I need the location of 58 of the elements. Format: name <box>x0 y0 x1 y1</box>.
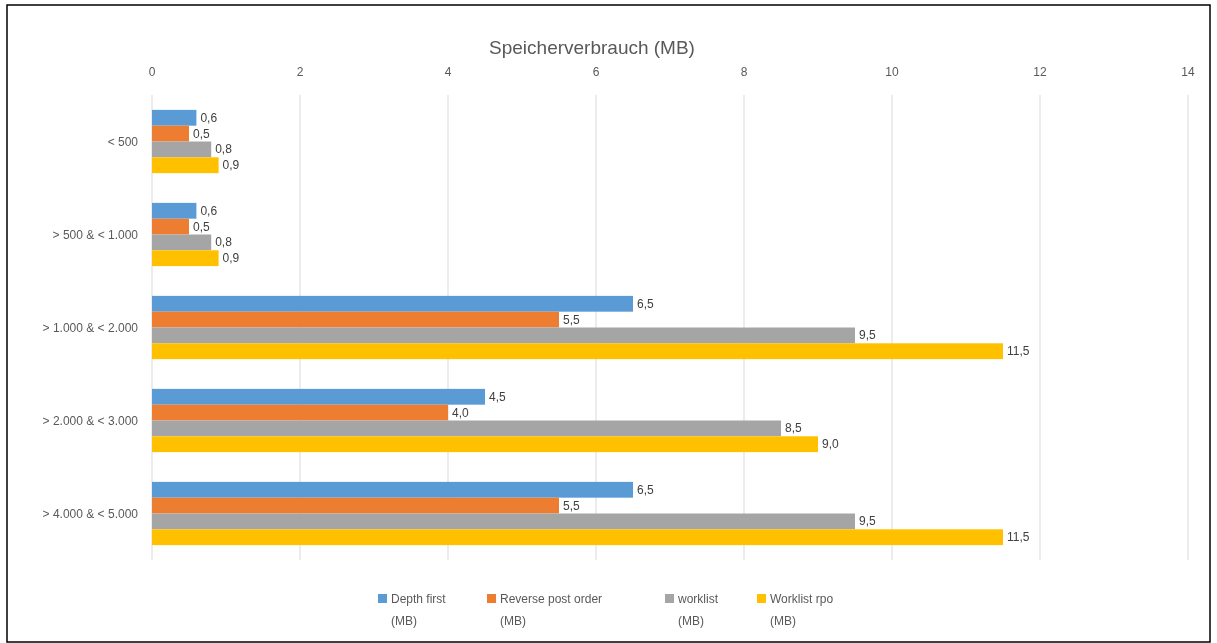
x-tick-label: 6 <box>592 65 600 79</box>
data-label: 0,8 <box>215 235 233 250</box>
x-tick-label: 10 <box>885 65 899 79</box>
data-label: 6,5 <box>637 296 655 311</box>
bar <box>152 404 448 421</box>
data-label: 0,9 <box>222 158 240 173</box>
data-label: 9,0 <box>822 437 840 452</box>
data-label: 0,5 <box>193 126 211 141</box>
legend-label: Depth first (MB) <box>391 592 447 628</box>
chart-title: Speicherverbrauch (MB) <box>489 37 695 58</box>
data-label: 5,5 <box>563 498 581 513</box>
x-tick-label: 8 <box>740 65 748 79</box>
bar <box>152 157 219 174</box>
x-tick-label: 2 <box>296 65 304 79</box>
y-tick-label: > 4.000 & < 5.000 <box>42 506 139 521</box>
legend-label: Worklist rpo (MB) <box>770 592 834 628</box>
y-tick-label: > 2.000 & < 3.000 <box>42 413 139 428</box>
bar <box>152 295 633 312</box>
bar <box>152 388 485 405</box>
data-label: 0,9 <box>222 251 240 266</box>
bar <box>152 529 1003 546</box>
data-label: 11,5 <box>1007 344 1030 359</box>
legend-label: Reverse post order (MB) <box>500 592 603 628</box>
bar <box>152 436 818 453</box>
data-label: 6,5 <box>637 482 655 497</box>
data-label: 4,0 <box>452 405 470 420</box>
bar <box>152 327 855 344</box>
x-tick-label: 12 <box>1033 65 1047 79</box>
bar <box>152 125 189 142</box>
bar <box>152 311 559 328</box>
data-label: 0,5 <box>193 219 211 234</box>
y-tick-label: > 500 & < 1.000 <box>52 227 139 242</box>
data-label: 11,5 <box>1007 530 1030 545</box>
data-label: 0,6 <box>200 203 218 218</box>
data-label: 4,5 <box>489 389 507 404</box>
legend-label: worklist (MB) <box>677 592 719 628</box>
y-tick-label: > 1.000 & < 2.000 <box>42 320 139 335</box>
x-tick-label: 14 <box>1181 65 1195 79</box>
x-tick-label: 4 <box>444 65 452 79</box>
data-label: 9,5 <box>859 514 877 529</box>
bar <box>152 109 197 126</box>
x-tick-label: 0 <box>148 65 156 79</box>
data-label: 0,8 <box>215 142 233 157</box>
data-label: 0,6 <box>200 110 218 125</box>
bar <box>152 234 212 251</box>
bar <box>152 250 219 267</box>
bar <box>152 218 189 235</box>
bar <box>152 141 212 158</box>
bar <box>152 481 633 498</box>
bar <box>152 497 559 514</box>
bar <box>152 202 197 219</box>
bar <box>152 343 1003 360</box>
bar <box>152 513 855 530</box>
bar <box>152 420 781 437</box>
y-tick-label: < 500 <box>107 134 139 149</box>
data-label: 8,5 <box>785 421 803 436</box>
data-label: 9,5 <box>859 328 877 343</box>
data-label: 5,5 <box>563 312 581 327</box>
